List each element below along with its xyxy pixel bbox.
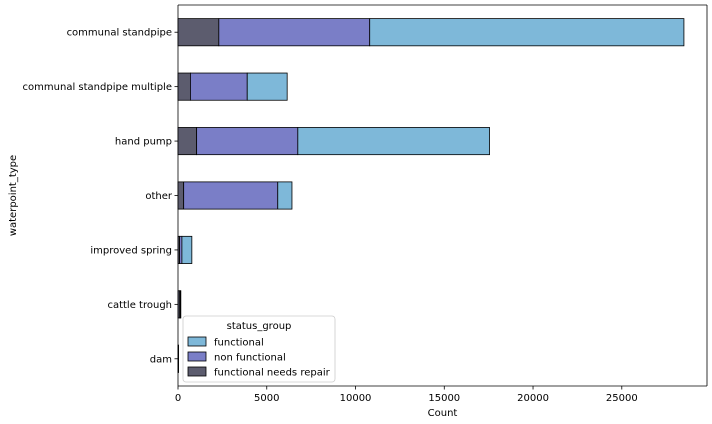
x-tick-label: 5000 (254, 393, 279, 404)
x-tick-label: 10000 (340, 393, 372, 404)
x-axis: 0 5000 10000 15000 20000 25000 (175, 386, 638, 404)
bar-communal-standpipe-multiple-functional-needs-repair (177, 72, 191, 101)
y-tick-label: communal standpipe (67, 28, 172, 39)
bar-hand-pump-non-functional (196, 127, 299, 156)
bar-hand-pump-functional (297, 127, 490, 156)
legend-swatch-non-functional (187, 351, 207, 362)
legend-swatch-functional (187, 336, 207, 347)
bar-improved-spring-functional (181, 235, 193, 264)
y-tick-label: other (145, 191, 173, 202)
bar-other-functional (277, 181, 293, 210)
legend-label-functional-needs-repair: functional needs repair (214, 368, 331, 379)
bar-hand-pump-functional-needs-repair (177, 127, 198, 156)
x-tick-label: 25000 (606, 393, 638, 404)
bar-other-functional-needs-repair (177, 181, 185, 210)
bar-communal-standpipe-multiple-non-functional (190, 72, 248, 101)
legend-title: status_group (227, 321, 292, 332)
legend-box (182, 315, 336, 383)
y-tick-label: communal standpipe multiple (23, 82, 172, 93)
bar-communal-standpipe-functional-needs-repair (177, 18, 220, 47)
x-tick-label: 0 (175, 393, 181, 404)
bar-communal-standpipe-non-functional (218, 18, 371, 47)
bar-cattle-trough-functional (179, 290, 182, 319)
bar-communal-standpipe-functional (369, 18, 685, 47)
bars-layer (177, 18, 685, 373)
y-axis-label: waterpoint_type (8, 155, 19, 236)
bar-other-non-functional (183, 181, 279, 210)
y-axis: communal standpipe communal standpipe mul… (23, 28, 178, 365)
y-tick-label: improved spring (90, 245, 172, 256)
bar-communal-standpipe-multiple-functional (246, 72, 288, 101)
y-tick-label: dam (150, 354, 172, 365)
y-tick-label: cattle trough (107, 300, 172, 311)
x-axis-label: Count (428, 408, 458, 419)
legend-swatch-functional-needs-repair (187, 366, 207, 377)
legend: status_group functional non functional fun… (182, 315, 336, 383)
legend-label-functional: functional (214, 338, 264, 349)
x-tick-label: 15000 (428, 393, 460, 404)
bar-dam-functional (177, 344, 179, 373)
y-tick-label: hand pump (115, 137, 172, 148)
x-tick-label: 20000 (517, 393, 549, 404)
legend-label-non-functional: non functional (214, 353, 286, 364)
